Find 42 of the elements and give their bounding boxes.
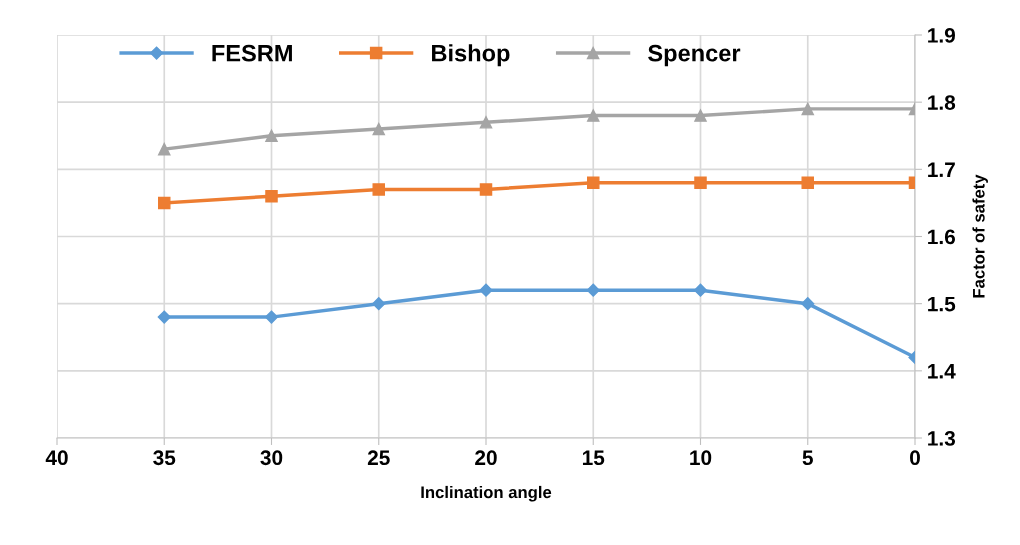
point <box>801 176 815 190</box>
y-tick-label: 1.3 <box>928 431 956 446</box>
y-tick-label: 1.8 <box>928 95 956 110</box>
point <box>586 176 600 190</box>
point <box>157 310 171 324</box>
legend-label: FESRM <box>212 44 292 62</box>
y-tick-label: 1.7 <box>928 162 955 177</box>
point <box>801 297 815 311</box>
x-tick-label: 5 <box>802 450 813 466</box>
x-tick-label: 20 <box>475 450 497 466</box>
x-tick-label: 10 <box>690 450 712 466</box>
point <box>157 196 171 210</box>
y-tick-label: 1.4 <box>928 364 956 379</box>
point <box>694 109 707 122</box>
point <box>479 183 493 196</box>
x-tick-label: 0 <box>910 450 920 466</box>
point <box>372 297 386 311</box>
point <box>265 129 278 143</box>
x-tick-label: 40 <box>45 450 68 466</box>
x-axis-title: Inclination angle <box>421 485 552 502</box>
point <box>372 183 386 196</box>
legend-label: Spencer <box>648 44 741 67</box>
point <box>694 176 707 190</box>
x-tick-label: 15 <box>582 450 605 466</box>
x-tick-label: 25 <box>367 450 390 466</box>
point <box>479 116 493 129</box>
point <box>586 283 600 297</box>
point <box>801 102 815 116</box>
point <box>157 142 171 156</box>
point <box>693 283 708 297</box>
point <box>372 122 386 136</box>
y-tick-label: 1.6 <box>928 229 956 245</box>
x-tick-label: 30 <box>260 450 283 466</box>
y-axis-title: Factor of safety <box>972 174 988 298</box>
point <box>479 283 493 297</box>
y-tick-label: 1.9 <box>928 28 955 43</box>
point <box>265 189 278 203</box>
x-tick-label: 35 <box>153 450 176 466</box>
y-tick-label: 1.5 <box>928 296 956 312</box>
point <box>586 109 600 122</box>
point <box>264 310 279 324</box>
legend-label: Bishop <box>432 44 510 67</box>
